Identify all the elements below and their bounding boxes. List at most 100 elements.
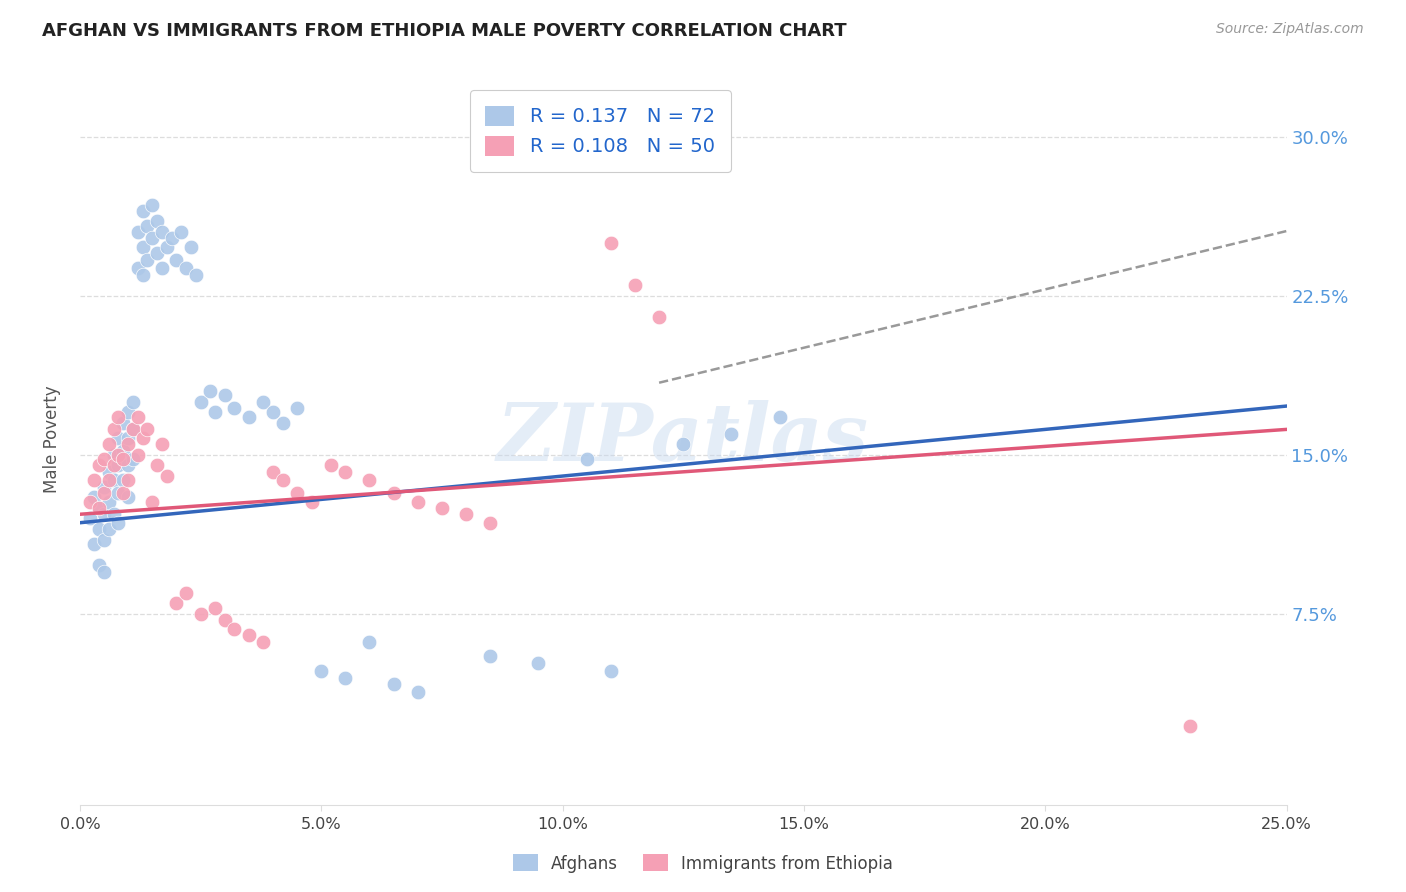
Point	[224, 622, 246, 636]
Point	[89, 500, 111, 515]
Legend: Afghans, Immigrants from Ethiopia: Afghans, Immigrants from Ethiopia	[506, 847, 900, 880]
Point	[93, 486, 115, 500]
Point	[285, 486, 308, 500]
Point	[97, 465, 120, 479]
Point	[262, 405, 284, 419]
Point	[89, 500, 111, 515]
Y-axis label: Male Poverty: Male Poverty	[44, 385, 60, 492]
Point	[319, 458, 342, 473]
Point	[551, 140, 574, 154]
Point	[122, 422, 145, 436]
Point	[79, 511, 101, 525]
Point	[127, 225, 149, 239]
Point	[599, 665, 621, 679]
Point	[238, 409, 260, 424]
Point	[112, 443, 135, 458]
Point	[224, 401, 246, 416]
Point	[252, 394, 274, 409]
Point	[122, 422, 145, 436]
Point	[359, 473, 381, 487]
Point	[382, 677, 405, 691]
Point	[131, 268, 153, 282]
Point	[170, 225, 193, 239]
Point	[103, 458, 125, 473]
Point	[93, 452, 115, 467]
Point	[97, 437, 120, 451]
Point	[430, 500, 453, 515]
Point	[454, 508, 477, 522]
Point	[89, 458, 111, 473]
Point	[238, 628, 260, 642]
Point	[107, 409, 129, 424]
Point	[122, 394, 145, 409]
Point	[89, 522, 111, 536]
Point	[184, 268, 207, 282]
Point	[146, 214, 169, 228]
Point	[624, 278, 647, 293]
Point	[97, 522, 120, 536]
Point	[83, 490, 105, 504]
Point	[83, 537, 105, 551]
Point	[180, 240, 202, 254]
Point	[112, 486, 135, 500]
Point	[146, 246, 169, 260]
Point	[190, 394, 212, 409]
Point	[479, 516, 502, 530]
Point	[406, 685, 429, 699]
Point	[97, 494, 120, 508]
Point	[107, 516, 129, 530]
Point	[301, 494, 323, 508]
Point	[1178, 719, 1201, 733]
Point	[122, 452, 145, 467]
Point	[112, 416, 135, 430]
Point	[131, 203, 153, 218]
Point	[117, 431, 139, 445]
Point	[103, 448, 125, 462]
Point	[141, 197, 163, 211]
Point	[252, 634, 274, 648]
Point	[150, 437, 173, 451]
Point	[136, 252, 159, 267]
Point	[479, 649, 502, 664]
Point	[359, 634, 381, 648]
Point	[107, 486, 129, 500]
Point	[150, 261, 173, 276]
Point	[117, 490, 139, 504]
Text: ZIPatlas: ZIPatlas	[498, 401, 869, 478]
Point	[93, 480, 115, 494]
Point	[335, 671, 357, 685]
Point	[198, 384, 221, 399]
Point	[527, 656, 550, 670]
Point	[271, 473, 294, 487]
Point	[156, 469, 179, 483]
Point	[165, 596, 187, 610]
Point	[599, 235, 621, 250]
Point	[214, 388, 236, 402]
Text: AFGHAN VS IMMIGRANTS FROM ETHIOPIA MALE POVERTY CORRELATION CHART: AFGHAN VS IMMIGRANTS FROM ETHIOPIA MALE …	[42, 22, 846, 40]
Point	[93, 533, 115, 547]
Point	[127, 261, 149, 276]
Point	[406, 494, 429, 508]
Point	[309, 665, 332, 679]
Point	[204, 405, 226, 419]
Point	[83, 473, 105, 487]
Point	[214, 613, 236, 627]
Point	[382, 486, 405, 500]
Point	[103, 473, 125, 487]
Text: Source: ZipAtlas.com: Source: ZipAtlas.com	[1216, 22, 1364, 37]
Point	[285, 401, 308, 416]
Point	[136, 422, 159, 436]
Point	[112, 473, 135, 487]
Point	[117, 473, 139, 487]
Point	[97, 473, 120, 487]
Point	[131, 240, 153, 254]
Point	[672, 437, 695, 451]
Point	[79, 494, 101, 508]
Point	[165, 252, 187, 267]
Point	[174, 586, 197, 600]
Point	[648, 310, 671, 324]
Point	[769, 409, 792, 424]
Point	[271, 416, 294, 430]
Point	[335, 465, 357, 479]
Point	[174, 261, 197, 276]
